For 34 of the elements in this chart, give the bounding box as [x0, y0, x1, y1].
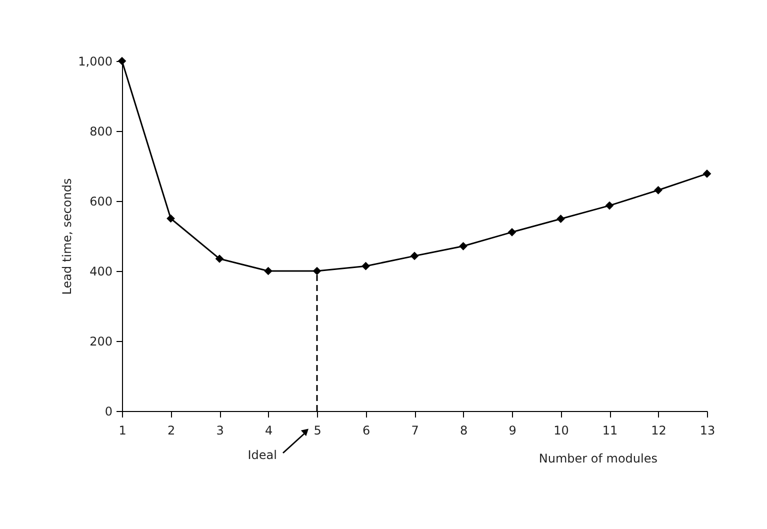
y-tick-label: 400 — [90, 264, 112, 278]
y-tick-label: 600 — [90, 194, 112, 208]
x-tick-label: 9 — [508, 424, 516, 438]
x-tick-label: 1 — [118, 424, 126, 438]
x-tick-label: 8 — [460, 424, 468, 438]
point — [166, 214, 175, 223]
point — [556, 214, 565, 224]
y-tick-label: 0 — [104, 404, 112, 418]
point — [702, 170, 712, 178]
x-tick-label: 12 — [651, 424, 666, 438]
x-tick-label: 13 — [700, 424, 716, 438]
x-tick-label: 6 — [362, 424, 370, 438]
x-tick-label: 5 — [314, 424, 322, 438]
y-tick-label: 200 — [90, 334, 112, 348]
point — [508, 228, 516, 236]
x-tick-label: 7 — [411, 424, 419, 438]
ref-line-label: Ideal — [248, 448, 277, 462]
point — [654, 186, 662, 194]
x-tick-label: 11 — [602, 424, 618, 438]
y-tick-label: 1,000 — [78, 54, 112, 68]
x-tick-label: 2 — [167, 424, 176, 438]
y-tick-label: 800 — [90, 124, 112, 138]
point — [215, 254, 224, 263]
x-tick-label: 3 — [216, 424, 224, 438]
point — [264, 266, 272, 276]
point — [362, 262, 370, 270]
y-axis-title: Lead time, seconds — [60, 178, 74, 295]
point — [410, 252, 419, 260]
x-tick-label: 4 — [264, 424, 273, 438]
x-tick-label: 10 — [554, 424, 569, 438]
point — [312, 266, 322, 276]
point — [459, 242, 468, 250]
point — [605, 201, 614, 210]
x-axis-title: Number of modules — [538, 452, 658, 466]
